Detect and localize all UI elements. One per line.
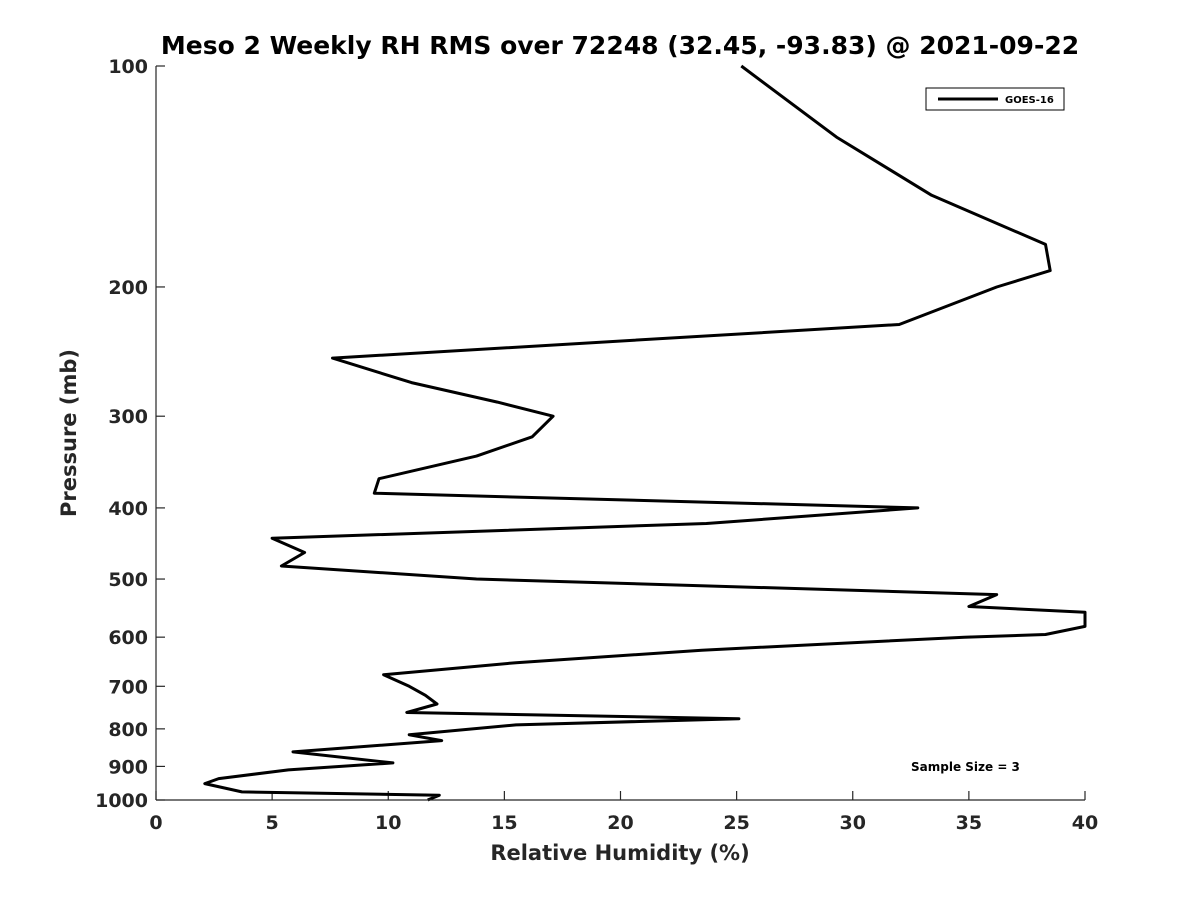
legend: GOES-16 bbox=[925, 87, 1065, 111]
y-tick-label: 800 bbox=[108, 719, 148, 741]
x-tick-label: 25 bbox=[723, 812, 749, 834]
x-axis-label: Relative Humidity (%) bbox=[490, 841, 749, 865]
x-tick-label: 15 bbox=[491, 812, 517, 834]
x-tick-label: 35 bbox=[956, 812, 982, 834]
x-tick-label: 20 bbox=[607, 812, 633, 834]
series-lines bbox=[203, 64, 1087, 802]
axes-frame bbox=[155, 66, 1085, 801]
y-tick-label: 100 bbox=[108, 56, 148, 78]
legend-label-goes-16: GOES-16 bbox=[1005, 95, 1054, 106]
x-tick-label: 40 bbox=[1072, 812, 1098, 834]
x-tick-label: 30 bbox=[840, 812, 866, 834]
y-tick-label: 700 bbox=[108, 676, 148, 698]
series-line-goes-16 bbox=[203, 64, 1087, 802]
axis-ticks: 0 5 10 15 20 25 30 35 40 100 200 300 400 500 600 700 800… bbox=[95, 56, 1098, 834]
x-tick-label: 5 bbox=[266, 812, 279, 834]
y-tick-label: 900 bbox=[108, 756, 148, 778]
y-tick-label: 400 bbox=[108, 498, 148, 520]
y-tick-label: 1000 bbox=[95, 790, 148, 812]
y-axis-label: Pressure (mb) bbox=[57, 349, 81, 517]
y-tick-label: 200 bbox=[108, 277, 148, 299]
y-tick-label: 300 bbox=[108, 406, 148, 428]
x-tick-label: 0 bbox=[149, 812, 162, 834]
y-tick-label: 500 bbox=[108, 569, 148, 591]
y-tick-label: 600 bbox=[108, 627, 148, 649]
x-tick-label: 10 bbox=[375, 812, 401, 834]
chart-title: Meso 2 Weekly RH RMS over 72248 (32.45, … bbox=[161, 31, 1079, 60]
sample-size-annotation: Sample Size = 3 bbox=[911, 760, 1020, 774]
